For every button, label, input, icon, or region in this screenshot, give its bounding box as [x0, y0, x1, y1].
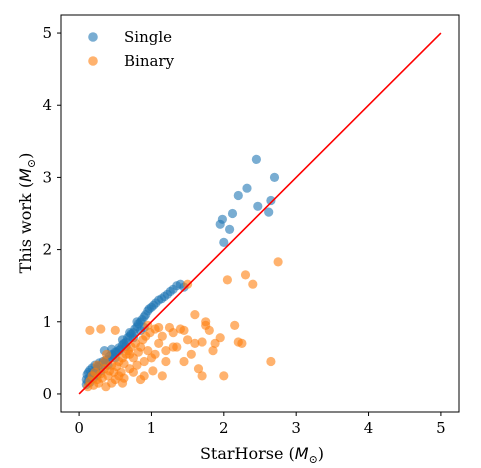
- data-point-binary: [190, 310, 200, 320]
- legend-marker-binary: [88, 56, 98, 66]
- x-axis-title: StarHorse (M⊙): [200, 444, 324, 466]
- legend-label-single: Single: [124, 28, 172, 46]
- data-point-single: [264, 207, 274, 217]
- data-point-binary: [132, 360, 142, 370]
- data-point-single: [225, 224, 235, 234]
- data-point-binary: [219, 371, 229, 381]
- data-point-binary: [197, 337, 207, 347]
- x-tick-label: 4: [364, 419, 374, 437]
- data-point-single: [253, 201, 263, 211]
- x-axis-ticks: 0 1 2 3 4 5: [74, 412, 446, 437]
- data-point-binary: [230, 320, 240, 330]
- data-point-binary: [136, 342, 146, 352]
- data-point-binary: [150, 349, 160, 359]
- data-point-binary: [154, 338, 164, 348]
- one-to-one-line: [78, 32, 442, 395]
- data-point-binary: [139, 356, 149, 367]
- data-point-binary: [186, 349, 196, 359]
- y-tick-label: 1: [42, 313, 52, 331]
- data-point-binary: [102, 349, 112, 359]
- data-point-single: [227, 208, 238, 219]
- data-point-binary: [139, 371, 149, 381]
- data-point-binary: [208, 346, 218, 356]
- legend: Single Binary: [88, 28, 175, 70]
- x-tick-label: 1: [147, 419, 157, 437]
- data-point-binary: [161, 346, 171, 356]
- series-binary: [83, 257, 283, 392]
- y-axis-title: This work (M⊙): [16, 153, 38, 274]
- data-point-binary: [157, 331, 167, 341]
- data-point-binary: [114, 371, 124, 381]
- y-tick-label: 0: [42, 385, 52, 403]
- data-point-binary: [248, 279, 258, 289]
- data-point-binary: [210, 338, 220, 348]
- data-point-binary: [128, 367, 138, 377]
- data-point-single: [217, 214, 227, 224]
- data-point-binary: [273, 257, 283, 267]
- data-point-binary: [222, 275, 232, 285]
- data-point-binary: [143, 346, 153, 356]
- data-point-binary: [117, 378, 128, 388]
- data-point-binary: [190, 338, 200, 348]
- data-point-binary: [237, 338, 247, 348]
- data-point-binary: [96, 324, 106, 334]
- data-point-binary: [183, 335, 193, 345]
- data-point-binary: [92, 360, 102, 370]
- data-point-single: [269, 172, 280, 182]
- data-point-binary: [204, 325, 214, 335]
- plot-frame: [60, 14, 460, 413]
- x-tick-label: 5: [436, 419, 446, 437]
- y-tick-label: 4: [42, 96, 52, 114]
- y-tick-label: 2: [42, 241, 52, 259]
- legend-marker-single: [88, 32, 98, 42]
- data-point-binary: [110, 325, 120, 335]
- data-point-binary: [266, 356, 276, 367]
- x-tick-label: 0: [74, 419, 84, 437]
- data-point-binary: [157, 371, 167, 381]
- data-point-binary: [179, 356, 189, 367]
- data-point-single: [233, 190, 243, 201]
- data-point-single: [266, 195, 276, 206]
- data-point-binary: [240, 270, 251, 280]
- y-tick-label: 5: [42, 24, 52, 42]
- data-point-binary: [85, 325, 95, 335]
- y-tick-label: 3: [42, 168, 52, 186]
- data-point-binary: [154, 322, 164, 333]
- y-axis-ticks: 0 1 2 3 4 5: [42, 24, 61, 403]
- data-point-single: [242, 183, 252, 193]
- data-point-single: [219, 237, 229, 247]
- data-point-binary: [183, 279, 193, 289]
- series-single: [81, 154, 280, 390]
- data-point-binary: [168, 342, 178, 352]
- legend-label-binary: Binary: [124, 52, 175, 70]
- data-point-binary: [148, 366, 158, 376]
- data-point-binary: [197, 371, 207, 381]
- x-tick-label: 2: [219, 419, 229, 437]
- data-point-binary: [99, 356, 109, 367]
- data-point-binary: [193, 364, 204, 374]
- data-point-single: [132, 317, 142, 327]
- data-point-binary: [168, 328, 178, 338]
- data-point-binary: [201, 317, 211, 327]
- data-point-binary: [125, 349, 135, 359]
- data-point-binary: [179, 325, 189, 335]
- x-tick-label: 3: [291, 419, 301, 437]
- data-point-single: [251, 154, 261, 164]
- data-point-binary: [161, 356, 171, 367]
- data-point-binary: [107, 378, 117, 388]
